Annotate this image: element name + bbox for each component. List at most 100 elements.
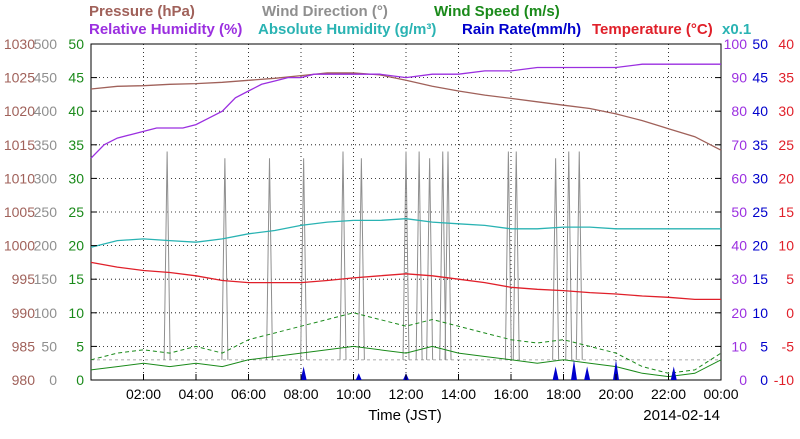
series-layer <box>90 63 722 380</box>
x-tick-label: 08:00 <box>283 386 318 402</box>
relative-humidity-line <box>90 63 721 159</box>
x-tick-label: 18:00 <box>546 386 581 402</box>
wind-direction-spike <box>402 151 410 360</box>
temperature-tick-label: 0 <box>786 305 794 321</box>
rain-rate-tick-label: 5 <box>760 338 768 354</box>
legend-label: Pressure (hPa) <box>89 3 195 20</box>
humidity-tick-label: 10 <box>731 338 747 354</box>
legend-label: Wind Direction (°) <box>262 3 388 20</box>
humidity-tick-label: 0 <box>739 372 747 388</box>
x-tick-label: 22:00 <box>651 386 686 402</box>
wind-direction-tick-label: 400 <box>34 103 58 119</box>
rain-rate-tick-label: 45 <box>752 70 768 86</box>
wind-speed-tick-label: 0 <box>76 372 84 388</box>
temperature-tick-label: 5 <box>786 271 794 287</box>
x-tick-label: 06:00 <box>231 386 266 402</box>
wind-direction-spike <box>357 158 365 360</box>
legend-label: Temperature (°C) <box>592 21 713 38</box>
rain-rate-tick-label: 50 <box>752 36 768 52</box>
temperature-tick-label: 10 <box>778 238 794 254</box>
wind-direction-spike <box>439 151 447 360</box>
humidity-tick-label: 70 <box>731 137 747 153</box>
pressure-tick-label: 980 <box>12 372 36 388</box>
rain-rate-tick-label: 35 <box>752 137 768 153</box>
wind-direction-spike <box>552 158 560 360</box>
pressure-tick-label: 1025 <box>4 70 35 86</box>
humidity-tick-label: 50 <box>731 204 747 220</box>
legend: Pressure (hPa) Wind Direction (°) Wind Spe… <box>89 3 751 38</box>
wind-direction-spike <box>504 151 512 360</box>
humidity-tick-label: 90 <box>731 70 747 86</box>
wind-direction-spike <box>415 151 423 360</box>
wind-direction-tick-label: 500 <box>34 36 58 52</box>
rain-rate-tick-label: 25 <box>752 204 768 220</box>
rain-rate-bar <box>355 373 362 380</box>
wind-direction-tick-label: 0 <box>49 372 57 388</box>
pressure-tick-label: 1005 <box>4 204 35 220</box>
x-tick-label: 02:00 <box>126 386 161 402</box>
wind-direction-tick-label: 450 <box>34 70 58 86</box>
wind-direction-spike <box>512 151 520 360</box>
x-tick-label: 10:00 <box>336 386 371 402</box>
wind-speed-tick-label: 30 <box>68 170 84 186</box>
pressure-tick-label: 990 <box>12 305 36 321</box>
x-tick-label: 16:00 <box>493 386 528 402</box>
humidity-tick-label: 80 <box>731 103 747 119</box>
rain-rate-bar <box>300 366 307 380</box>
wind-speed-tick-label: 35 <box>68 137 84 153</box>
wind-direction-tick-label: 350 <box>34 137 58 153</box>
x-tick-label: 14:00 <box>441 386 476 402</box>
wind-direction-spike <box>266 158 273 360</box>
humidity-tick-label: 40 <box>731 238 747 254</box>
wind-direction-spike <box>163 151 171 360</box>
temperature-tick-label: 15 <box>778 204 794 220</box>
wind-gust-line <box>90 312 722 374</box>
rain-rate-bar <box>552 366 559 380</box>
wind-direction-tick-label: 150 <box>34 271 58 287</box>
x-tick-label: 00:00 <box>703 386 738 402</box>
wind-direction-tick-label: 250 <box>34 204 58 220</box>
wind-speed-tick-label: 5 <box>76 338 84 354</box>
wind-direction-spike <box>444 151 452 360</box>
temperature-tick-label: 25 <box>778 137 794 153</box>
legend-label: x0.1 <box>722 21 751 38</box>
rain-rate-tick-label: 30 <box>752 170 768 186</box>
legend-label: Wind Speed (m/s) <box>434 3 560 20</box>
wind-speed-tick-label: 25 <box>68 204 84 220</box>
legend-label: Relative Humidity (%) <box>89 21 242 38</box>
rain-rate-tick-label: 10 <box>752 305 768 321</box>
rain-rate-bar <box>571 359 577 380</box>
rain-rate-tick-label: 15 <box>752 271 768 287</box>
temperature-tick-label: 35 <box>778 70 794 86</box>
wind-speed-tick-label: 10 <box>68 305 84 321</box>
pressure-tick-label: 985 <box>12 338 36 354</box>
pressure-tick-label: 1000 <box>4 238 35 254</box>
wind-direction-spike <box>575 151 583 360</box>
absolute-humidity-line <box>90 218 721 248</box>
rain-rate-tick-label: 0 <box>760 372 768 388</box>
humidity-tick-label: 100 <box>724 36 748 52</box>
temperature-tick-label: 20 <box>778 170 794 186</box>
date-label: 2014-02-14 <box>643 407 720 424</box>
humidity-tick-label: 60 <box>731 170 747 186</box>
pressure-tick-label: 1015 <box>4 137 35 153</box>
x-tick-label: 04:00 <box>178 386 213 402</box>
wind-direction-tick-label: 200 <box>34 238 58 254</box>
temperature-tick-label: 30 <box>778 103 794 119</box>
wind-speed-tick-label: 15 <box>68 271 84 287</box>
wind-direction-spike <box>339 151 347 360</box>
pressure-line <box>90 72 722 151</box>
wind-direction-spike <box>221 158 229 360</box>
temperature-tick-label: -10 <box>774 372 794 388</box>
humidity-tick-label: 20 <box>731 305 747 321</box>
pressure-tick-label: 1020 <box>4 103 35 119</box>
rain-rate-bar <box>670 366 677 380</box>
wind-direction-tick-label: 300 <box>34 170 58 186</box>
wind-speed-tick-label: 50 <box>68 36 84 52</box>
rain-rate-tick-label: 40 <box>752 103 768 119</box>
x-tick-label: 20:00 <box>598 386 633 402</box>
x-tick-label: 12:00 <box>388 386 423 402</box>
x-axis-label: Time (JST) <box>368 407 442 424</box>
wind-direction-tick-label: 100 <box>34 305 58 321</box>
